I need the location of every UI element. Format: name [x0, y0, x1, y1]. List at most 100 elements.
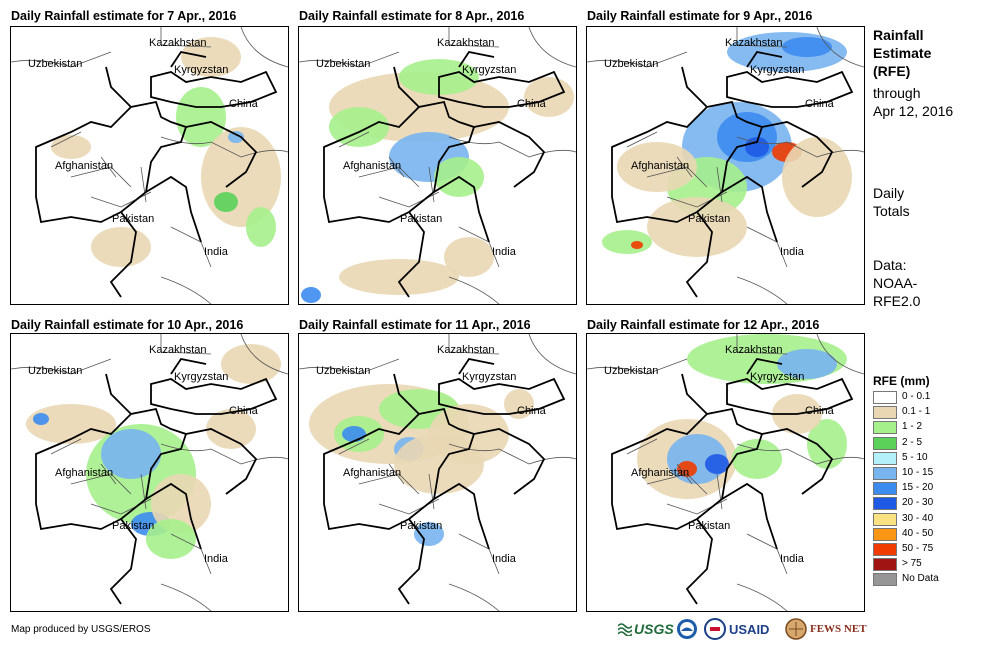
country-label-india: India	[780, 553, 805, 565]
panel-title: Daily Rainfall estimate for 10 Apr., 201…	[11, 318, 244, 332]
rainfall-area	[301, 287, 321, 303]
province-boundary	[736, 533, 788, 611]
country-label-uzbekistan: Uzbekistan	[604, 365, 658, 377]
legend-label: 30 - 40	[902, 512, 934, 524]
province-boundary	[338, 438, 405, 485]
country-label-kazakhstan: Kazakhstan	[437, 37, 494, 49]
rainfall-area	[214, 192, 238, 212]
map-canvas: Kazakhstan Uzbekistan Kyrgyzstan China Afgha…	[11, 334, 288, 611]
country-boundary	[681, 66, 834, 188]
data-line: RFE2.0	[873, 293, 921, 309]
title-line: (RFE)	[873, 63, 911, 79]
country-label-india: India	[780, 246, 805, 258]
rainfall-area	[342, 426, 366, 442]
country-label-china: China	[805, 98, 835, 110]
rainfall-area	[91, 227, 151, 267]
country-boundary	[170, 357, 207, 375]
legend-swatch	[873, 451, 897, 465]
country-boundary	[685, 482, 778, 605]
data-line: Data:	[873, 257, 907, 273]
rainfall-area	[745, 137, 769, 157]
rainfall-area	[101, 429, 161, 479]
legend-label: No Data	[902, 573, 939, 585]
noaa-seal-icon	[677, 619, 697, 639]
rainfall-area	[677, 461, 697, 477]
country-label-pakistan: Pakistan	[112, 520, 154, 532]
through-line: through	[873, 85, 921, 101]
rainfall-area	[807, 419, 847, 469]
country-label-china: China	[517, 405, 547, 417]
legend-swatch	[873, 467, 897, 480]
province-boundary	[587, 334, 864, 375]
panel-title: Daily Rainfall estimate for 12 Apr., 201…	[587, 318, 820, 332]
province-boundary	[626, 131, 693, 178]
panel-title: Daily Rainfall estimate for 11 Apr., 201…	[299, 318, 531, 332]
country-label-uzbekistan: Uzbekistan	[316, 58, 370, 70]
country-label-afghanistan: Afghanistan	[631, 160, 689, 172]
legend-label: 20 - 30	[902, 497, 934, 509]
country-label-kazakhstan: Kazakhstan	[725, 37, 782, 49]
country-boundary	[109, 175, 202, 298]
country-boundary	[458, 357, 495, 375]
rainfall-area	[732, 439, 782, 479]
sidebar-daily: Daily Totals	[873, 184, 910, 220]
country-label-china: China	[517, 98, 547, 110]
legend-swatch	[873, 543, 897, 556]
legend-swatch	[873, 406, 897, 420]
fewsnet-logo: FEWS NET	[785, 618, 867, 640]
rainfall-area	[339, 259, 459, 295]
legend-label: 10 - 15	[902, 467, 934, 478]
country-boundary	[611, 100, 764, 224]
legend-swatch	[873, 527, 897, 541]
province-boundary	[11, 27, 288, 68]
country-boundary	[458, 50, 495, 68]
rainfall-map: Kazakhstan Uzbekistan Kyrgyzstan China Afgha…	[10, 333, 289, 612]
country-label-afghanistan: Afghanistan	[631, 467, 689, 479]
country-label-pakistan: Pakistan	[688, 520, 730, 532]
province-boundary	[736, 226, 788, 304]
rainfall-area	[777, 349, 837, 379]
country-label-kyrgyzstan: Kyrgyzstan	[174, 371, 228, 383]
province-boundary	[299, 334, 576, 375]
rainfall-area	[221, 344, 281, 384]
province-boundary	[626, 438, 693, 485]
rainfall-area	[602, 230, 652, 254]
country-label-india: India	[204, 553, 229, 565]
rainfall-area	[146, 519, 196, 559]
country-label-pakistan: Pakistan	[400, 520, 442, 532]
rainfall-area	[206, 409, 256, 449]
rainfall-area	[524, 77, 574, 117]
rainfall-map: Kazakhstan Uzbekistan Kyrgyzstan China Afgha…	[298, 26, 577, 305]
usaid-logo: USAID	[704, 618, 769, 640]
sidebar-title: Rainfall Estimate (RFE)	[873, 26, 931, 80]
sidebar-through: through Apr 12, 2016	[873, 84, 953, 120]
country-label-uzbekistan: Uzbekistan	[28, 58, 82, 70]
country-label-kyrgyzstan: Kyrgyzstan	[462, 64, 516, 76]
province-boundary	[448, 533, 500, 611]
country-boundary	[685, 175, 778, 298]
country-label-afghanistan: Afghanistan	[55, 467, 113, 479]
panel-title: Daily Rainfall estimate for 8 Apr., 2016	[299, 9, 525, 23]
country-label-kazakhstan: Kazakhstan	[149, 37, 206, 49]
country-label-china: China	[229, 405, 259, 417]
legend-swatch	[873, 482, 897, 496]
fewsnet-text: FEWS NET	[810, 623, 867, 635]
rainfall-area	[631, 241, 643, 249]
country-boundary	[681, 373, 834, 495]
legend-label: 2 - 5	[902, 436, 923, 448]
province-boundary	[50, 131, 117, 178]
country-boundary	[35, 100, 188, 224]
daily-line: Totals	[873, 203, 910, 219]
rainfall-area	[228, 131, 244, 143]
country-boundary	[105, 373, 258, 495]
province-boundary	[50, 438, 117, 485]
province-boundary	[587, 27, 864, 68]
panel-title: Daily Rainfall estimate for 7 Apr., 2016	[11, 9, 237, 23]
credit-text: Map produced by USGS/EROS	[11, 624, 151, 635]
country-label-india: India	[492, 553, 517, 565]
legend-label: 50 - 75	[902, 543, 934, 554]
map-canvas: Kazakhstan Uzbekistan Kyrgyzstan China Afgha…	[299, 27, 576, 304]
country-label-afghanistan: Afghanistan	[343, 467, 401, 479]
country-boundary	[438, 70, 566, 108]
country-label-china: China	[229, 98, 259, 110]
